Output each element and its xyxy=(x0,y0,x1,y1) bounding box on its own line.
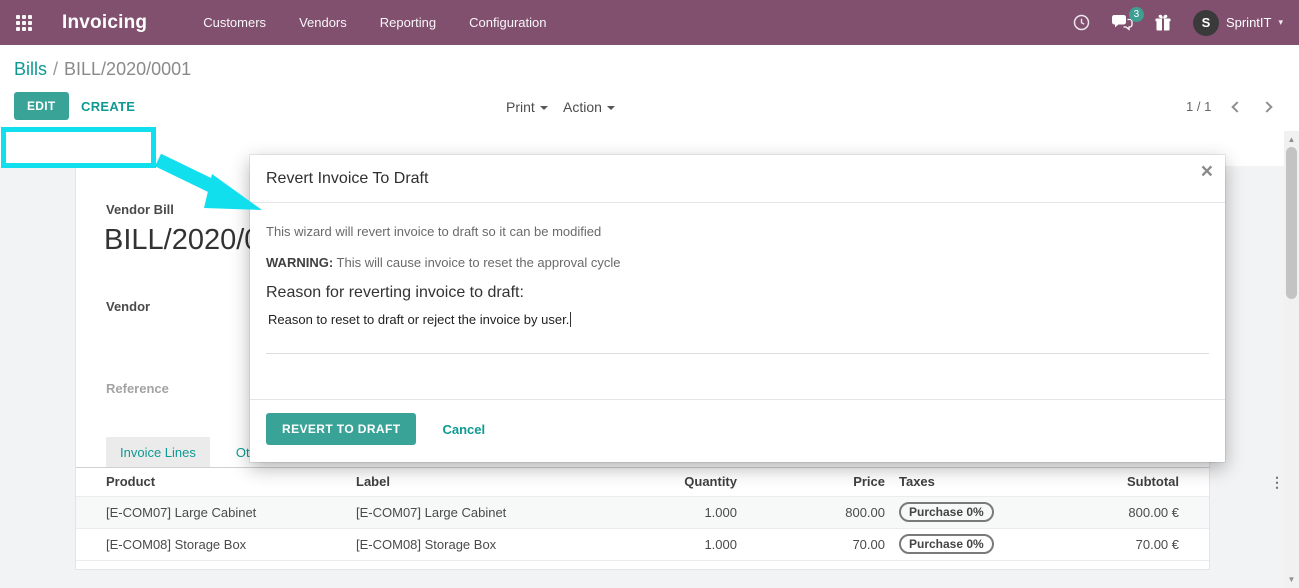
pager-next-icon[interactable] xyxy=(1261,100,1273,113)
menu-vendors[interactable]: Vendors xyxy=(299,15,347,30)
cell-taxes: Purchase 0% xyxy=(891,497,1091,529)
menu-customers[interactable]: Customers xyxy=(203,15,267,30)
user-name: SprintIT xyxy=(1225,15,1272,30)
col-quantity[interactable]: Quantity xyxy=(684,474,737,489)
column-options-icon[interactable]: ⋮ xyxy=(1270,474,1284,490)
body-separator xyxy=(266,353,1209,354)
dialog-header: Revert Invoice To Draft × xyxy=(250,155,1225,203)
cell-product: [E-COM08] Storage Box xyxy=(106,536,247,552)
action-label: Action xyxy=(563,99,602,115)
breadcrumb-bills-link[interactable]: Bills xyxy=(14,59,48,79)
cell-price: 800.00 xyxy=(845,504,885,520)
tab-invoice-lines[interactable]: Invoice Lines xyxy=(106,437,210,467)
col-taxes[interactable]: Taxes xyxy=(899,474,935,489)
notification-badge: 3 xyxy=(1128,7,1144,22)
print-dropdown[interactable]: Print xyxy=(506,99,548,115)
cell-product: [E-COM07] Large Cabinet xyxy=(106,504,257,520)
breadcrumb-current: BILL/2020/0001 xyxy=(64,59,192,79)
menu-configuration[interactable]: Configuration xyxy=(469,15,547,30)
reason-input[interactable]: Reason to reset to draft or reject the i… xyxy=(266,312,1209,327)
dialog-title: Revert Invoice To Draft xyxy=(266,170,429,187)
scroll-down-icon[interactable]: ▼ xyxy=(1287,575,1296,584)
warning-label: WARNING: xyxy=(266,255,334,270)
dialog-body: This wizard will revert invoice to draft… xyxy=(250,203,1225,354)
pager-count: 1 / 1 xyxy=(1186,99,1212,114)
apps-menu-icon[interactable] xyxy=(16,14,32,31)
gift-icon[interactable] xyxy=(1154,14,1172,32)
pager-previous-icon[interactable] xyxy=(1231,100,1243,113)
close-icon[interactable]: × xyxy=(1200,160,1213,183)
action-caret-icon xyxy=(606,106,615,110)
messages-icon[interactable]: 3 xyxy=(1111,7,1144,31)
action-dropdown[interactable]: Action xyxy=(563,99,615,115)
tax-badge: Purchase 0% xyxy=(899,534,994,554)
confirm-revert-button[interactable]: REVERT TO DRAFT xyxy=(266,413,417,445)
cancel-button[interactable]: Cancel xyxy=(442,421,486,437)
scroll-up-icon[interactable]: ▲ xyxy=(1287,135,1296,144)
user-menu[interactable]: S SprintIT ▾ xyxy=(1192,9,1283,36)
dialog-footer: REVERT TO DRAFT Cancel xyxy=(250,399,1225,462)
breadcrumb-separator: / xyxy=(53,59,59,79)
table-header-row: Product Label Quantity Price Taxes Subto… xyxy=(76,468,1209,497)
table-row[interactable]: [E-COM08] Storage Box [E-COM08] Storage … xyxy=(76,528,1209,561)
print-caret-icon xyxy=(539,106,548,110)
navbar-right: 3 S SprintIT ▾ xyxy=(1073,7,1299,36)
breadcrumb: Bills / BILL/2020/0001 xyxy=(14,59,191,80)
edit-button[interactable]: EDIT xyxy=(14,92,69,120)
create-button[interactable]: CREATE xyxy=(81,99,136,114)
main-menu: Customers Vendors Reporting Configuratio… xyxy=(203,15,546,30)
app-name[interactable]: Invoicing xyxy=(62,11,148,33)
col-price[interactable]: Price xyxy=(853,474,885,489)
cell-subtotal: 800.00 € xyxy=(1128,504,1179,520)
doc-type-label: Vendor Bill xyxy=(106,202,174,217)
reference-field-label: Reference xyxy=(106,381,169,396)
col-label[interactable]: Label xyxy=(356,474,390,489)
user-avatar: S xyxy=(1192,9,1219,36)
vertical-scrollbar[interactable]: ▲ ▼ xyxy=(1284,131,1299,588)
control-panel: Bills / BILL/2020/0001 EDIT CREATE Print A… xyxy=(0,45,1299,211)
menu-reporting[interactable]: Reporting xyxy=(379,15,437,30)
reason-field-label: Reason for reverting invoice to draft: xyxy=(266,284,524,301)
cell-label: [E-COM07] Large Cabinet xyxy=(356,504,507,520)
print-label: Print xyxy=(506,99,535,115)
user-caret-icon: ▾ xyxy=(1278,17,1283,27)
activities-clock-icon[interactable] xyxy=(1073,14,1090,31)
cell-taxes: Purchase 0% xyxy=(891,529,1091,561)
revert-to-draft-dialog: Revert Invoice To Draft × This wizard wi… xyxy=(250,155,1225,462)
scrollbar-thumb[interactable] xyxy=(1286,147,1297,299)
table-row[interactable]: [E-COM07] Large Cabinet [E-COM07] Large … xyxy=(76,496,1209,529)
text-cursor xyxy=(570,312,572,327)
reason-input-value: Reason to reset to draft or reject the i… xyxy=(268,312,570,327)
warning-message: This will cause invoice to reset the app… xyxy=(333,255,621,270)
cell-label: [E-COM08] Storage Box xyxy=(356,536,497,552)
col-subtotal[interactable]: Subtotal xyxy=(1127,474,1179,489)
col-product[interactable]: Product xyxy=(106,474,156,489)
cell-price: 70.00 xyxy=(852,536,885,552)
warning-text: WARNING: This will cause invoice to rese… xyxy=(266,255,1209,270)
cell-quantity: 1.000 xyxy=(704,536,737,552)
cell-quantity: 1.000 xyxy=(704,504,737,520)
wizard-intro-text: This wizard will revert invoice to draft… xyxy=(266,224,602,239)
top-navbar: Invoicing Customers Vendors Reporting Co… xyxy=(0,0,1299,45)
tax-badge: Purchase 0% xyxy=(899,502,994,522)
cell-subtotal: 70.00 € xyxy=(1135,536,1179,552)
vendor-field-label: Vendor xyxy=(106,299,151,314)
invoice-lines-table: Product Label Quantity Price Taxes Subto… xyxy=(76,468,1209,561)
pager: 1 / 1 xyxy=(1186,99,1273,114)
